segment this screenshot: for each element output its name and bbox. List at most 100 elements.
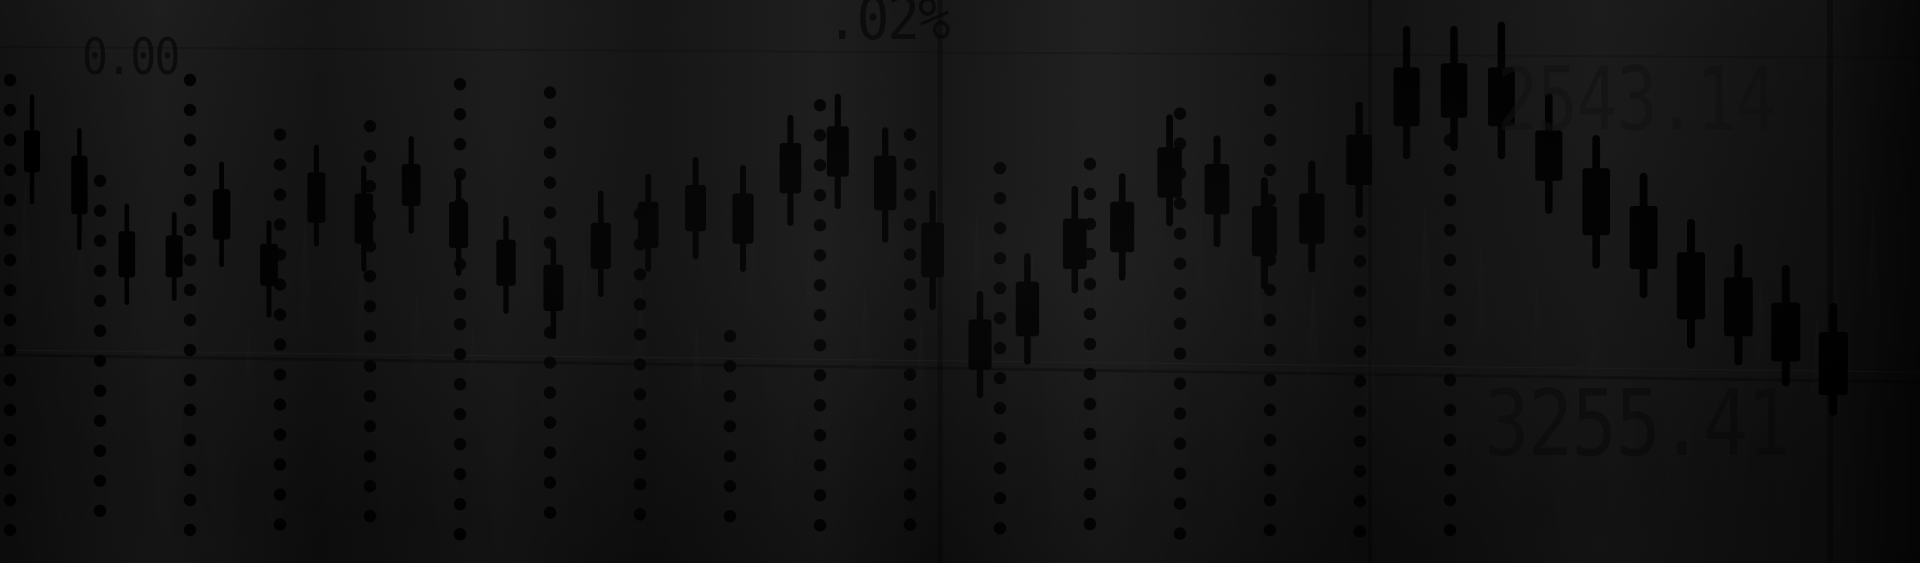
dot-marker [273, 368, 287, 381]
dot-marker [1443, 223, 1457, 237]
dot-marker [93, 504, 107, 517]
dot-marker [543, 476, 557, 489]
dot-marker [453, 318, 467, 331]
dot-marker [813, 459, 827, 472]
candle-body [732, 193, 754, 244]
dot-marker [903, 308, 917, 321]
dot-marker [3, 343, 17, 357]
dot-marker [1443, 373, 1457, 387]
dot-marker [3, 223, 17, 237]
dot-marker [1263, 523, 1277, 537]
candle-body [118, 231, 136, 278]
dot-marker [183, 163, 197, 177]
dot-marker [3, 103, 17, 117]
candle-body [260, 243, 278, 286]
candle-body [826, 126, 849, 177]
candle-body [637, 201, 659, 248]
candle-body [1818, 332, 1848, 395]
volume-spike [115, 254, 159, 563]
dot-marker [633, 298, 647, 311]
dot-marker [1083, 277, 1097, 291]
dot-marker [3, 253, 17, 267]
dot-marker [183, 373, 197, 387]
dot-marker [543, 86, 557, 99]
dot-marker [453, 378, 467, 391]
dot-marker [183, 133, 197, 147]
dot-marker [813, 399, 827, 412]
dot-marker [1443, 253, 1457, 267]
dot-marker [93, 294, 107, 307]
dot-marker [993, 492, 1007, 505]
candle-body [543, 264, 564, 311]
dot-marker [903, 488, 917, 501]
dot-marker [1173, 497, 1187, 510]
volume-spike [1347, 318, 1391, 563]
candle-body [1771, 302, 1801, 362]
dot-marker [3, 433, 17, 447]
dot-marker [1173, 197, 1187, 210]
dot-marker [1083, 457, 1097, 471]
dot-marker [3, 523, 17, 537]
dot-marker [993, 282, 1007, 295]
dot-marker [363, 300, 377, 313]
dot-marker [633, 508, 647, 521]
candle-body [1629, 206, 1658, 269]
dot-marker [1083, 487, 1097, 501]
dot-marker [93, 474, 107, 487]
dot-marker [1173, 287, 1187, 300]
candle-body [212, 189, 231, 240]
dot-marker [903, 518, 917, 531]
volume-spike [283, 215, 327, 563]
volume-spike [171, 291, 215, 563]
dot-marker [183, 463, 197, 477]
dot-marker [453, 348, 467, 361]
candle-body [1015, 281, 1040, 337]
dot-marker [93, 414, 107, 427]
candle-body [307, 172, 326, 223]
dot-marker [723, 390, 737, 403]
dot-marker [273, 188, 287, 201]
dot-marker [813, 129, 827, 142]
dot-marker [1083, 427, 1097, 441]
dot-marker [1443, 343, 1457, 357]
dot-marker [1173, 467, 1187, 480]
dot-marker [363, 390, 377, 403]
dot-columns-layer [3, 73, 1457, 541]
candle-body [1251, 206, 1277, 257]
dot-marker [453, 78, 467, 91]
dot-marker [183, 283, 197, 297]
dot-marker [453, 468, 467, 481]
dot-marker [1263, 343, 1277, 357]
dot-marker [363, 480, 377, 493]
dot-marker [1173, 107, 1187, 120]
dot-marker [543, 356, 557, 369]
dot-marker [273, 398, 287, 411]
dot-marker [1083, 517, 1097, 531]
dot-marker [903, 158, 917, 171]
candle-body [401, 164, 421, 206]
dot-marker [903, 188, 917, 201]
dot-marker [1353, 375, 1367, 388]
dot-marker [1353, 495, 1367, 508]
dot-marker [273, 158, 287, 171]
dot-marker [1353, 465, 1367, 478]
dot-marker [993, 192, 1007, 205]
dot-marker [1083, 397, 1097, 411]
dot-marker [1353, 405, 1367, 418]
dot-marker [183, 343, 197, 357]
dot-marker [813, 519, 827, 532]
dot-marker [93, 264, 107, 277]
candle-body [874, 155, 897, 211]
dot-marker [363, 450, 377, 463]
candle-body [1204, 164, 1230, 215]
percent-readout: .02% [826, 0, 951, 54]
dot-marker [543, 146, 557, 159]
dot-marker [993, 252, 1007, 265]
candle-body [24, 130, 40, 173]
dot-marker [93, 384, 107, 397]
dot-marker [813, 99, 827, 112]
dot-marker [1263, 433, 1277, 447]
dot-marker [723, 360, 737, 373]
dot-marker [273, 518, 287, 531]
